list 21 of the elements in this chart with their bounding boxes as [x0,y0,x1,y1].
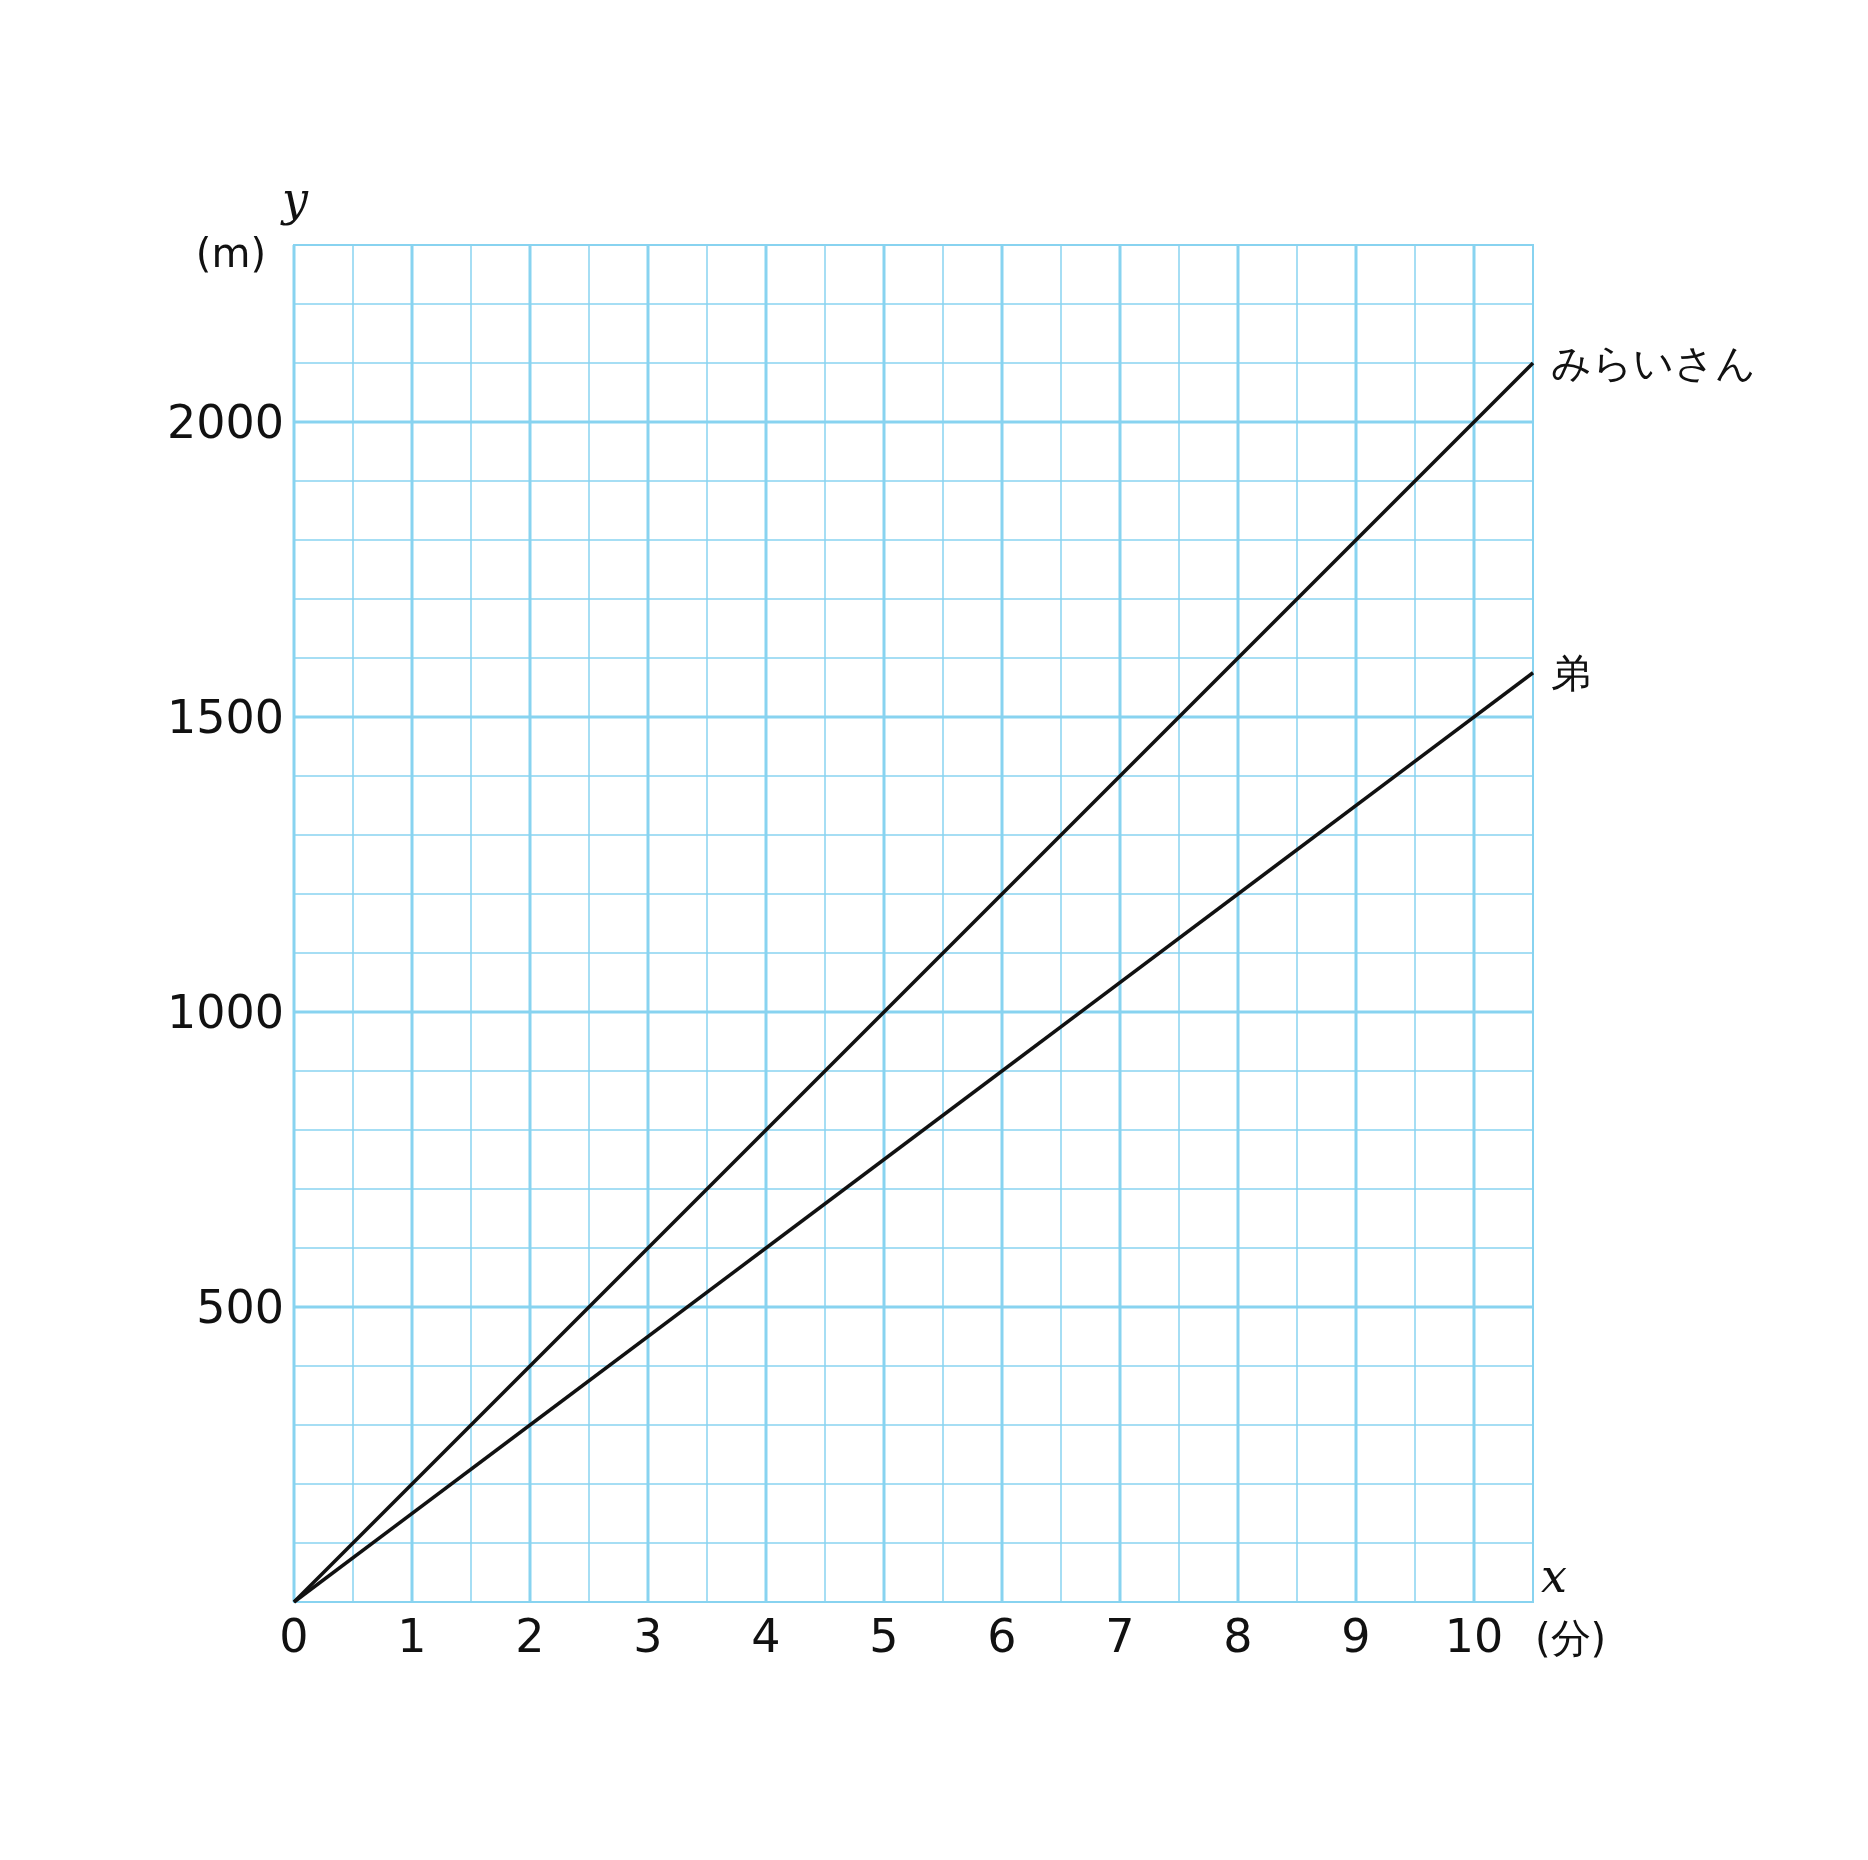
text: x [1541,1549,1567,1603]
y-axis-title: (m) [195,230,266,276]
y-tick-label: 1000 [166,985,284,1039]
x-tick-label: 8 [1223,1609,1253,1663]
x-tick-label: 1 [397,1609,427,1663]
text: y [280,172,309,226]
x-tick-label: 10 [1444,1609,1504,1663]
y-tick-label: 2000 [166,395,284,449]
x-tick-label: 6 [987,1609,1017,1663]
series-label: みらいさん [1551,340,1756,386]
y-tick-label: 1500 [166,690,284,744]
x-tick-label: 4 [751,1609,781,1663]
x-axis-title: (分) [1535,1615,1607,1661]
x-tick-label: 3 [633,1609,663,1663]
series-label: 弟 [1551,649,1591,696]
y-tick-label: 500 [196,1280,284,1334]
x-tick-label: 9 [1341,1609,1371,1663]
x-tick-label: 0 [279,1609,309,1663]
x-tick-label: 7 [1105,1609,1135,1663]
x-tick-label: 5 [869,1609,899,1663]
x-tick-label: 2 [515,1609,545,1663]
